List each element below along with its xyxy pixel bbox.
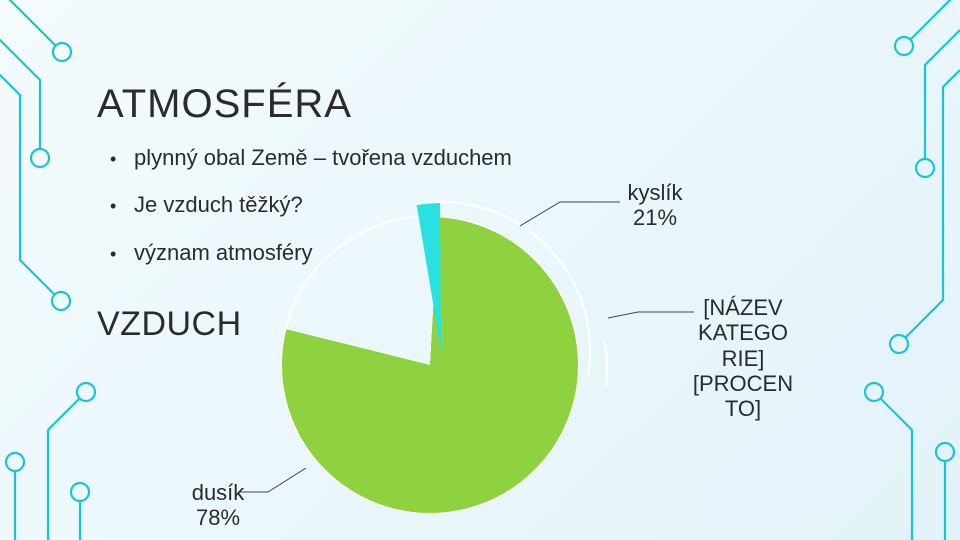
slide-title: ATMOSFÉRA [97,82,352,127]
pie-label-text: TO] [725,396,761,421]
leader-line-ostatni [608,308,698,322]
pie-label-dusik: dusík 78% [178,480,258,531]
slide-subheading: VZDUCH [97,305,242,344]
pie-label-kyslik: kyslík 21% [610,180,700,231]
bullet-item: plynný obal Země – tvořena vzduchem [120,145,512,170]
slide-root: ATMOSFÉRA plynný obal Země – tvořena vzd… [0,0,960,540]
circuit-decoration-left [0,0,110,540]
pie-label-text: KATEGO [698,320,788,345]
pie-label-text: [NÁZEV [703,295,782,320]
pie-label-text: RIE] [722,346,765,371]
pie-label-value: 78% [196,505,240,530]
pie-chart [280,215,580,515]
pie-label-text: dusík [192,480,245,505]
pie-label-ostatni: [NÁZEV KATEGO RIE] [PROCEN TO] [688,295,798,421]
pie-label-text: [PROCEN [693,371,793,396]
pie-label-text: kyslík [628,180,683,205]
circuit-decoration-right [840,0,960,540]
pie-label-value: 21% [633,205,677,230]
